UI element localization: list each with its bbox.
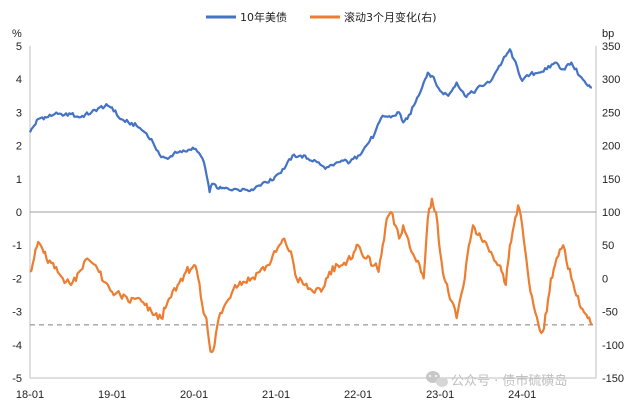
x-tick-label: 18-01	[16, 389, 44, 401]
legend: 10年美债 滚动3个月变化(右)	[206, 10, 437, 24]
right-tick-label: 0	[602, 273, 608, 285]
right-tick-label: 150	[602, 174, 620, 186]
watermark-text: 公众号 · 债市硫磺岛	[451, 373, 567, 389]
wechat-icon	[426, 371, 448, 387]
left-tick-label: -2	[12, 273, 22, 285]
series-line-rolling-3m-change	[29, 197, 593, 354]
x-tick-label: 19-01	[98, 389, 126, 401]
right-tick-label: 300	[602, 74, 620, 86]
x-tick-label: 21-01	[262, 389, 290, 401]
x-tick-label: 23-01	[426, 389, 454, 401]
left-tick-label: 5	[16, 41, 22, 53]
series-line-10y-treasury	[28, 48, 592, 194]
x-tick-label: 20-01	[180, 389, 208, 401]
right-tick-label: 50	[602, 240, 614, 252]
left-axis-ticks: 5 4 3 2 1 0 -1 -2 -3 -4 -5	[12, 41, 22, 385]
right-tick-label: 350	[602, 41, 620, 53]
legend-label-rolling-3m-change: 滚动3个月变化(右)	[344, 10, 437, 24]
right-unit-label: bp	[602, 28, 614, 40]
right-tick-label: 100	[602, 207, 620, 219]
watermark: 公众号 · 债市硫磺岛	[426, 371, 567, 389]
left-tick-label: -4	[12, 340, 22, 352]
right-tick-label: -50	[602, 307, 618, 319]
left-unit-label: %	[12, 28, 22, 40]
left-tick-label: 3	[16, 107, 22, 119]
x-tick-label: 22-01	[344, 389, 372, 401]
right-axis-ticks: 350 300 250 200 150 100 50 0 -50 -100 -150	[602, 41, 624, 385]
left-tick-label: 0	[16, 207, 22, 219]
left-tick-label: 2	[16, 141, 22, 153]
x-axis-ticks: 18-01 19-01 20-01 21-01 22-01 23-01 24-01	[16, 389, 536, 401]
left-tick-label: -1	[12, 240, 22, 252]
left-tick-label: -3	[12, 307, 22, 319]
x-tick-label: 24-01	[508, 389, 536, 401]
right-tick-label: 250	[602, 107, 620, 119]
right-tick-label: 200	[602, 141, 620, 153]
legend-label-10y-treasury: 10年美债	[240, 10, 287, 24]
right-tick-label: -100	[602, 340, 624, 352]
right-tick-label: -150	[602, 373, 624, 385]
left-tick-label: 1	[16, 174, 22, 186]
left-tick-label: -5	[12, 373, 22, 385]
left-tick-label: 4	[16, 74, 22, 86]
